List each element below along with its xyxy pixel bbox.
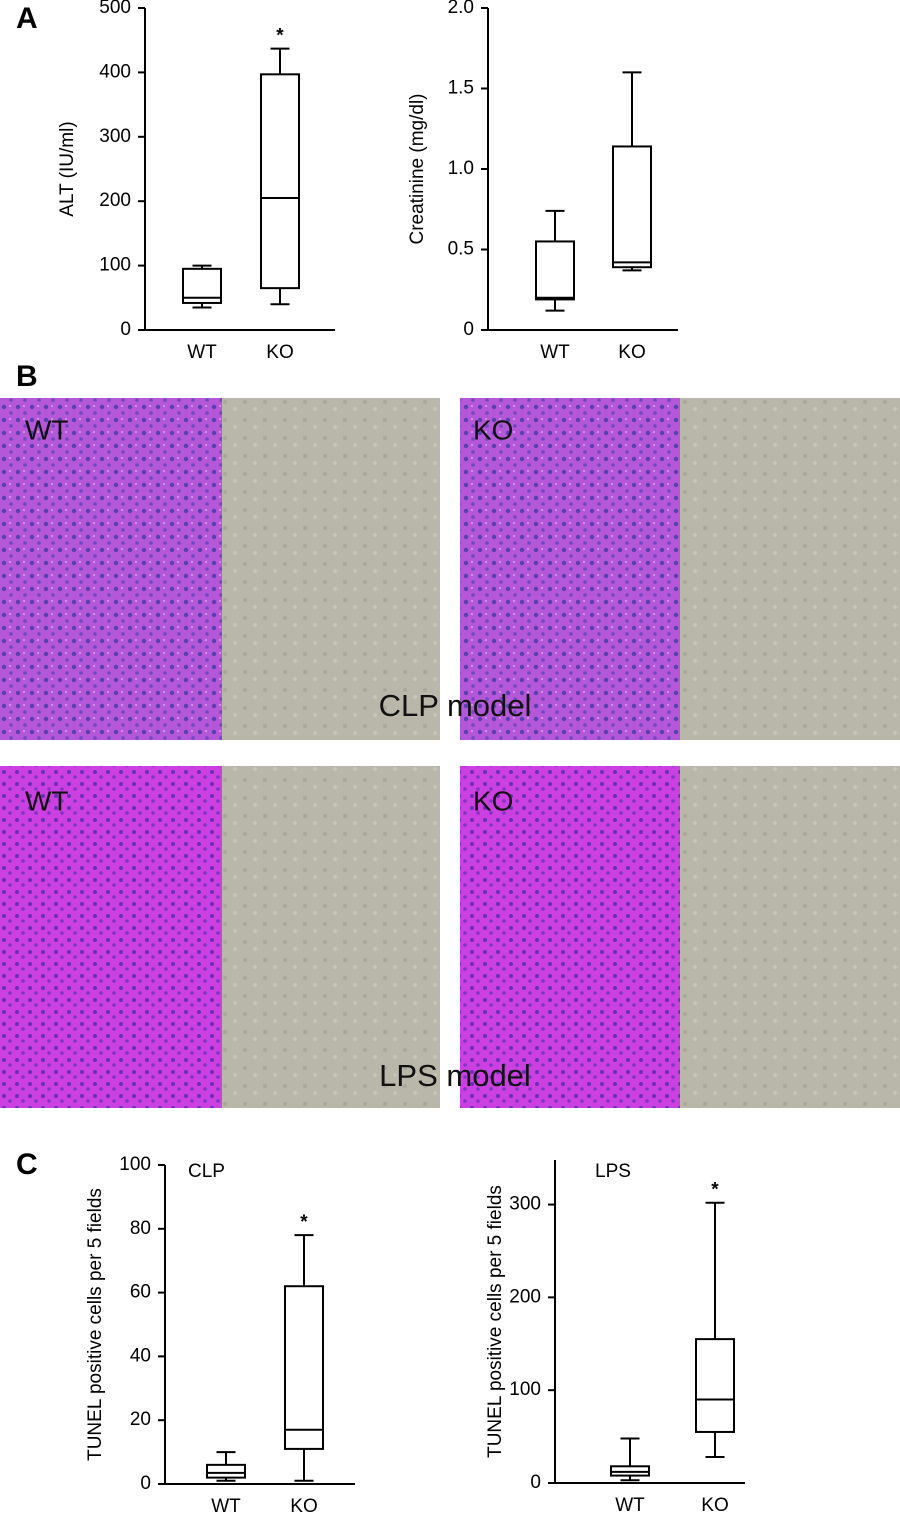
x-tick-label: WT — [615, 1495, 645, 1516]
tunel-image — [680, 398, 900, 740]
y-tick-label: 0 — [463, 319, 474, 340]
y-tick-label: 100 — [99, 255, 131, 276]
x-tick-label: KO — [618, 342, 645, 363]
micrograph-label: KO — [473, 785, 513, 816]
y-tick-label: 400 — [99, 61, 131, 82]
micrograph-label: KO — [473, 414, 513, 445]
y-tick-label: 100 — [509, 1379, 541, 1400]
box — [695, 1338, 735, 1433]
box — [284, 1285, 324, 1450]
y-axis-label: TUNEL positive cells per 5 fields — [485, 1185, 506, 1458]
panel-label: A — [16, 2, 38, 35]
micrograph-caption: LPS model — [379, 1058, 531, 1093]
annotation: LPS — [595, 1161, 631, 1182]
y-axis-label: ALT (IU/ml) — [57, 121, 78, 216]
y-tick-label: 100 — [119, 1154, 151, 1175]
he-stain-image — [0, 398, 222, 740]
x-tick-label: KO — [266, 342, 293, 363]
y-tick-label: 20 — [130, 1409, 151, 1430]
tunel-image — [680, 766, 900, 1108]
x-tick-label: KO — [290, 1496, 317, 1517]
significance-marker: * — [276, 26, 284, 47]
he-stain-image — [460, 398, 680, 740]
micrograph-caption: CLP model — [379, 688, 532, 723]
micrograph-label: WT — [25, 414, 69, 445]
y-tick-label: 200 — [509, 1286, 541, 1307]
x-tick-label: KO — [701, 1495, 728, 1516]
he-stain-image — [460, 766, 680, 1108]
y-tick-label: 300 — [99, 126, 131, 147]
box — [612, 145, 652, 269]
y-tick-label: 0 — [530, 1472, 541, 1493]
box — [535, 240, 575, 301]
annotation: CLP — [188, 1161, 225, 1182]
y-tick-label: 0.5 — [448, 239, 474, 260]
x-tick-label: WT — [187, 342, 217, 363]
he-stain-image — [0, 766, 222, 1108]
y-axis-label: Creatinine (mg/dl) — [407, 94, 428, 245]
box — [206, 1463, 246, 1479]
y-tick-label: 80 — [130, 1218, 151, 1239]
y-tick-label: 40 — [130, 1345, 151, 1366]
panel-label: C — [16, 1148, 38, 1181]
y-tick-label: 60 — [130, 1282, 151, 1303]
y-tick-label: 300 — [509, 1194, 541, 1215]
x-tick-label: WT — [211, 1496, 241, 1517]
y-tick-label: 1.5 — [448, 78, 474, 99]
micrograph-label: WT — [25, 785, 69, 816]
y-tick-label: 500 — [99, 0, 131, 18]
tunel-image — [222, 398, 440, 740]
y-tick-label: 0 — [120, 319, 131, 340]
significance-marker: * — [711, 1180, 719, 1201]
panel-label: B — [16, 360, 38, 393]
micrograph-row: WT KO CLP model WT KO LPS model — [0, 398, 900, 1108]
y-tick-label: 0 — [140, 1473, 151, 1494]
y-tick-label: 1.0 — [448, 158, 474, 179]
significance-marker: * — [300, 1212, 308, 1233]
y-tick-label: 200 — [99, 190, 131, 211]
tunel-image — [222, 766, 440, 1108]
y-axis-label: TUNEL positive cells per 5 fields — [85, 1188, 106, 1461]
y-tick-label: 2.0 — [448, 0, 474, 18]
box — [260, 73, 300, 290]
x-tick-label: WT — [540, 342, 570, 363]
